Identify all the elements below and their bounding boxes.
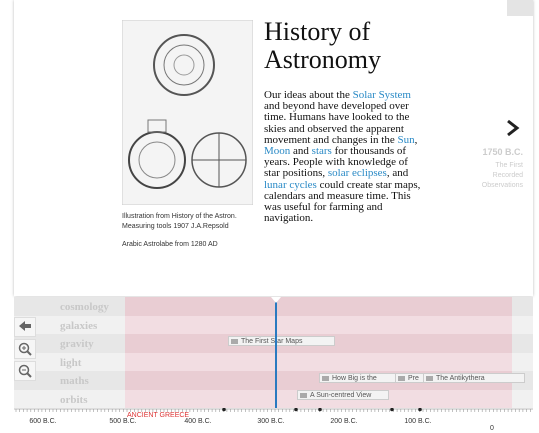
text-run: , and [386, 167, 409, 180]
event[interactable]: The Antikythera [423, 373, 525, 383]
axis-label: 400 B.C. [184, 418, 212, 425]
axis [14, 408, 533, 412]
row-band [14, 315, 533, 334]
axis-label: 200 B.C. [330, 418, 358, 425]
back-button[interactable] [14, 317, 36, 337]
body-text: Our ideas about the Solar System and bey… [264, 89, 424, 225]
link[interactable]: stars [311, 145, 332, 158]
zoom-out-button[interactable] [14, 361, 36, 381]
axis-label: 0 [490, 425, 494, 432]
event-dot [318, 408, 322, 412]
row-label: galaxies [60, 319, 98, 332]
text-run: and beyond have developed over time. Hum… [264, 100, 410, 146]
event-dot [222, 408, 226, 412]
row-label: light [60, 356, 82, 369]
axis-label: 500 B.C. [109, 418, 137, 425]
next-date[interactable]: 1750 B.C. [482, 147, 523, 157]
event[interactable]: How Big is the [319, 373, 397, 383]
astrolabe-illustration [122, 20, 253, 205]
link[interactable]: lunar cycles [264, 178, 317, 191]
link[interactable]: Solar System [352, 89, 411, 101]
event-dot [390, 408, 394, 412]
link[interactable]: Sun [397, 133, 415, 146]
current-marker [271, 297, 281, 303]
event-dot [294, 408, 298, 412]
row-label: maths [60, 375, 89, 387]
title: History of Astronomy [264, 17, 381, 74]
image-subcaption: Arabic Astrolabe from 1280 AD [122, 241, 218, 248]
image-caption: Illustration from History of the Astron.… [122, 213, 237, 230]
axis-label: 300 B.C. [257, 418, 285, 425]
row-label: cosmology [60, 301, 109, 313]
current-line [275, 297, 277, 408]
text-run: could create star maps, calendars and me… [264, 178, 421, 225]
axis-label: 100 B.C. [404, 418, 432, 425]
timeline: cosmology galaxies gravity light maths orbits… [14, 297, 533, 408]
text-run: for thousands of years. People with know… [264, 145, 408, 180]
event-dot [418, 408, 422, 412]
next-arrow[interactable] [505, 119, 521, 137]
info-card [14, 0, 533, 296]
era-label: ANCIENT GREECE [127, 412, 190, 419]
text-run: and [290, 145, 312, 158]
era-band [125, 297, 512, 408]
event[interactable]: A Sun-centred View [297, 390, 389, 400]
text-run: Our ideas about the [264, 89, 353, 101]
row-label: gravity [60, 338, 94, 350]
event[interactable]: The First Star Maps [228, 336, 335, 346]
event[interactable]: Pre [395, 373, 425, 383]
row-band [14, 389, 533, 408]
link[interactable]: solar eclipses [327, 167, 387, 180]
fullscreen-button[interactable] [507, 0, 533, 16]
link[interactable]: Moon [264, 145, 291, 158]
next-label[interactable]: The First Recorded Observations [481, 162, 523, 189]
axis-label: 600 B.C. [29, 418, 57, 425]
zoom-in-button[interactable] [14, 339, 36, 359]
row-label: orbits [60, 393, 88, 406]
row-band [14, 352, 533, 371]
text-run: , [414, 133, 418, 146]
